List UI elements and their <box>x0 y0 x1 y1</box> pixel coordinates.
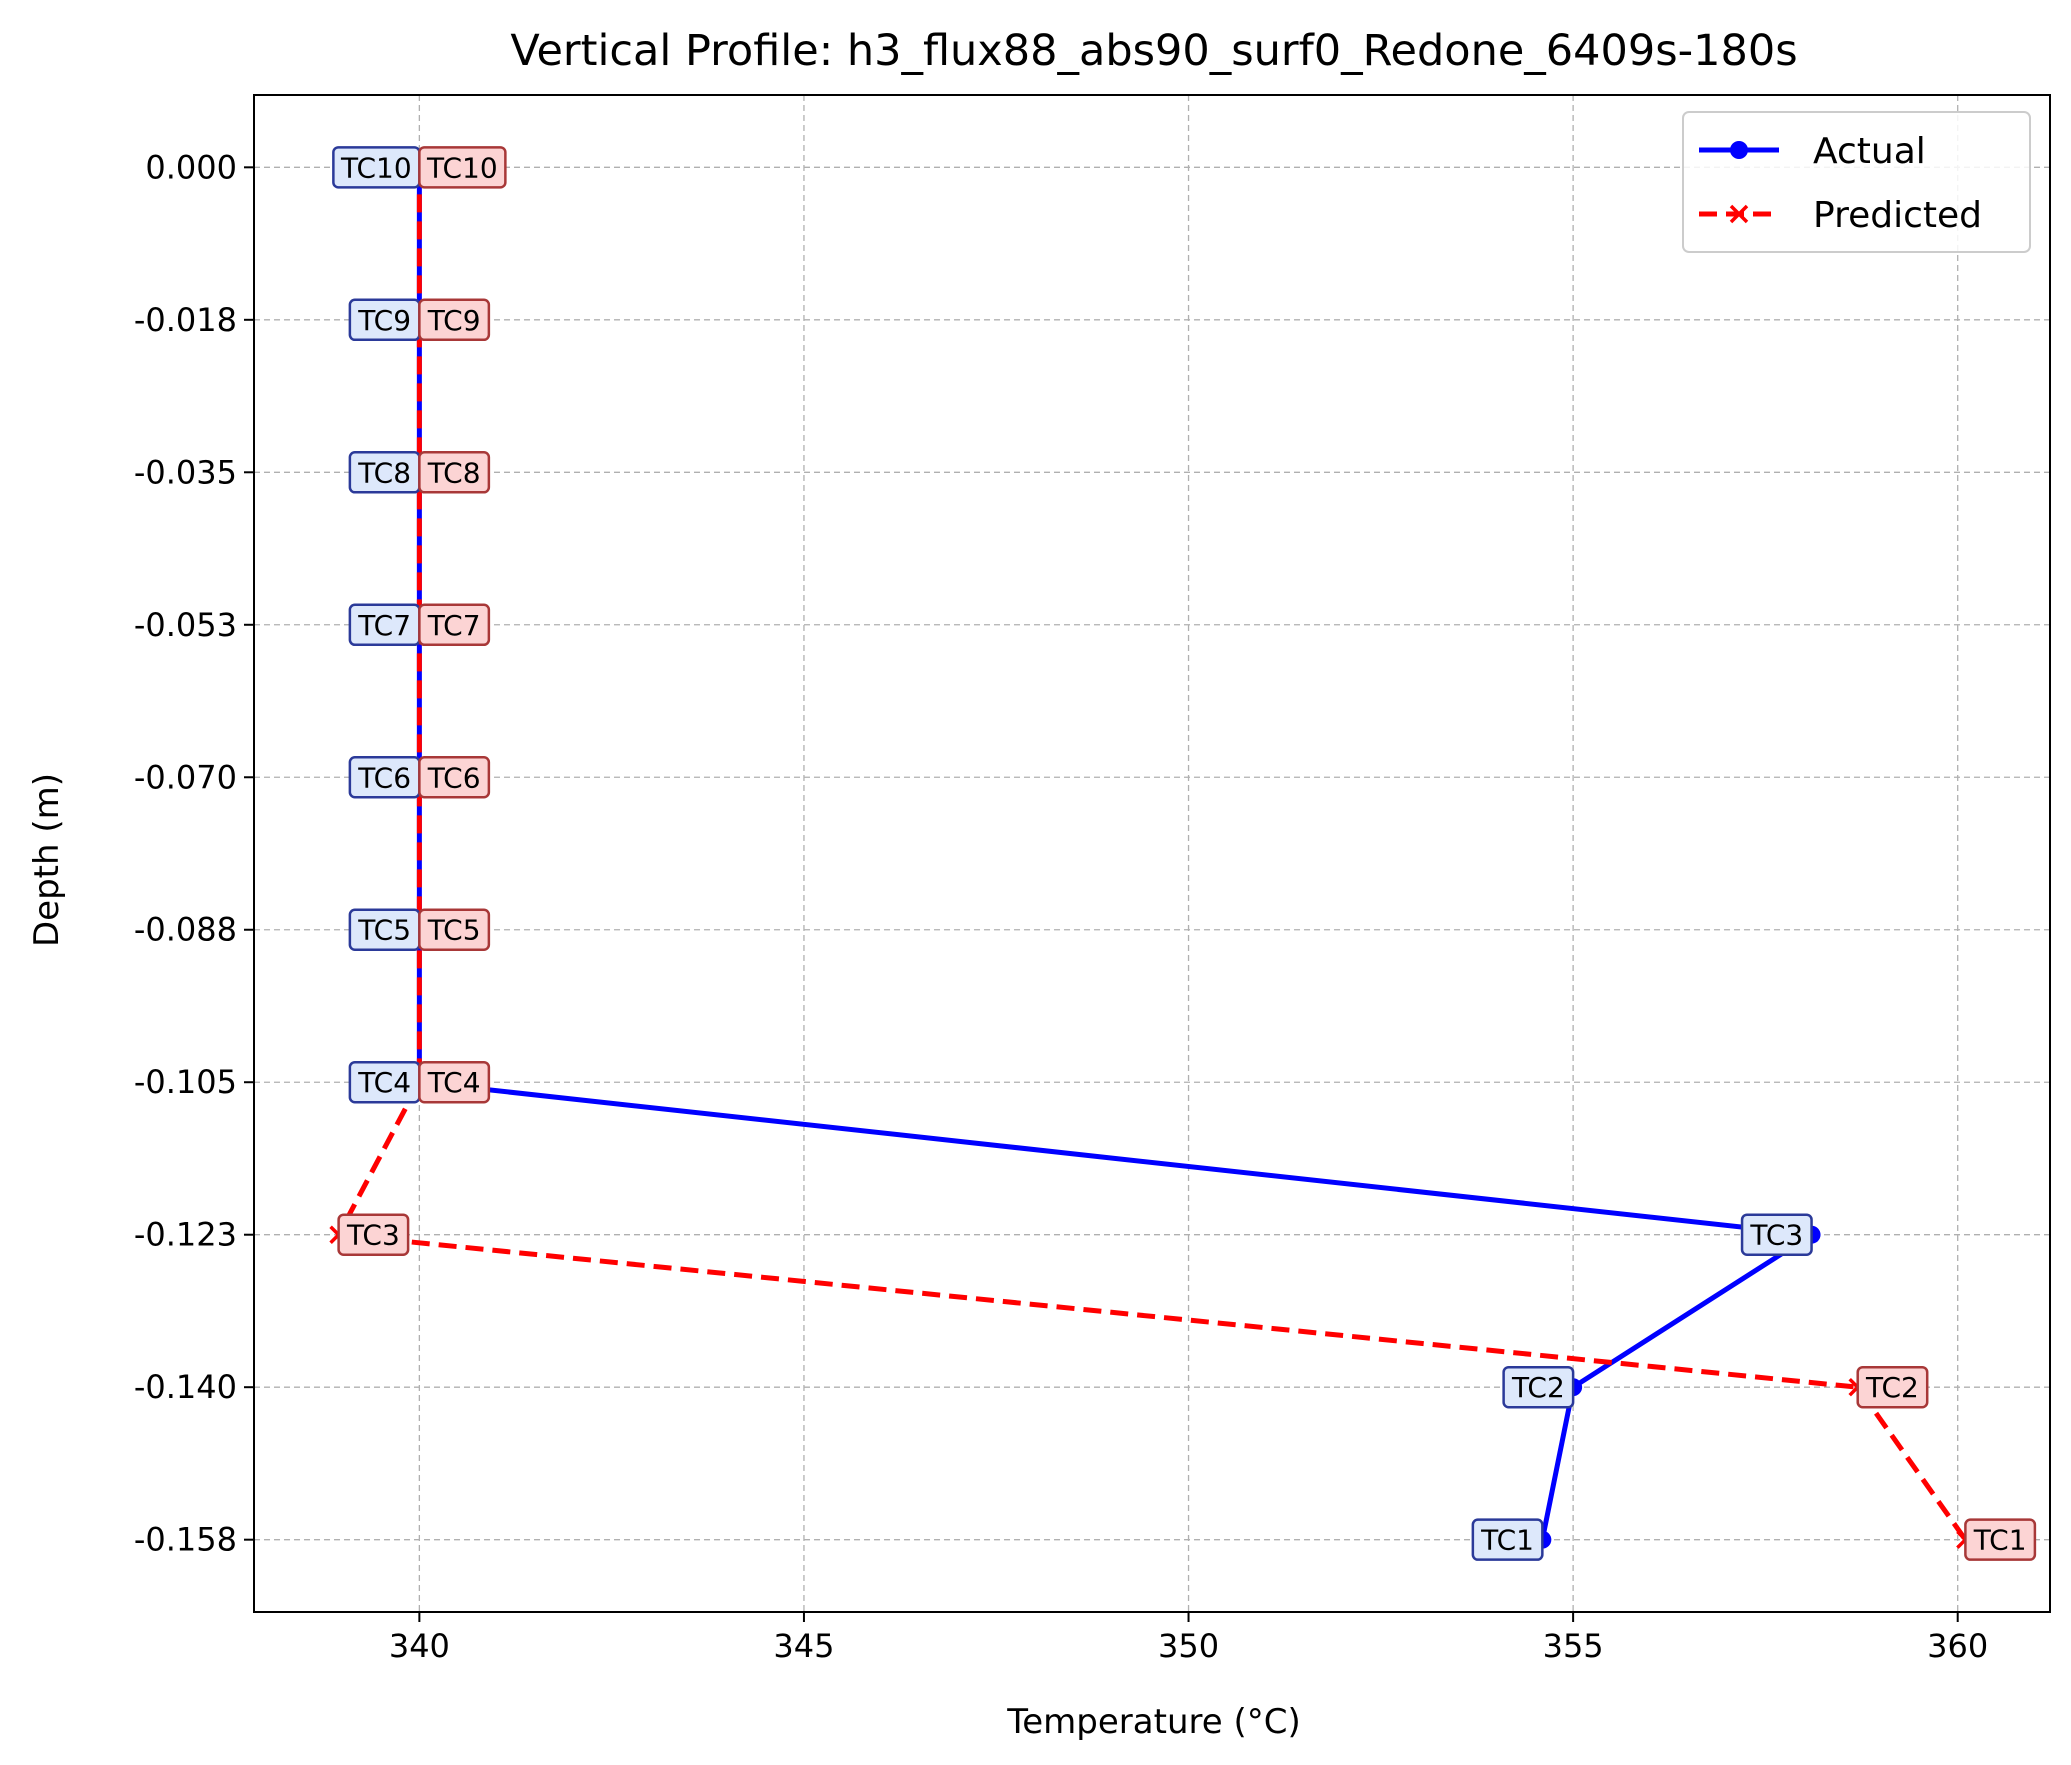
y-tick-label: 0.000 <box>145 148 237 186</box>
y-tick-label: -0.088 <box>134 911 237 949</box>
legend: Actual Predicted <box>1682 111 2031 253</box>
point-label-text: TC4 <box>427 1066 481 1099</box>
legend-marker-predicted <box>1729 204 1749 224</box>
point-label-box <box>418 908 491 951</box>
y-tick-label: -0.105 <box>134 1063 237 1101</box>
point-label-text: TC5 <box>427 914 481 947</box>
point-label-actual-tc5: TC5 <box>348 908 421 951</box>
point-label-box <box>418 756 491 799</box>
legend-label-predicted: Predicted <box>1813 195 1982 236</box>
point-label-actual-tc10: TC10 <box>332 146 421 189</box>
y-tick-label: -0.070 <box>134 758 237 796</box>
legend-frame <box>1682 111 2031 253</box>
series-line-predicted <box>336 167 1968 1542</box>
series-lines <box>336 167 1968 1542</box>
point-label-predicted-tc9: TC9 <box>418 298 491 342</box>
point-label-text: TC6 <box>427 761 481 794</box>
y-axis-ticks: 0.000 -0.018 -0.035 -0.053 -0.070 -0.088 -0.10… <box>134 148 254 1559</box>
point-label-text: TC8 <box>357 456 411 489</box>
point-label-predicted-tc3: TC3 <box>337 1213 410 1256</box>
point-label-actual-tc1: TC1 <box>1471 1518 1544 1561</box>
x-axis-ticks: 340 345 350 355 360 <box>389 1612 1988 1665</box>
point-label-actual-tc2: TC2 <box>1502 1365 1575 1409</box>
point-label-box <box>418 451 491 494</box>
point-label-predicted-tc7: TC7 <box>418 603 491 647</box>
legend-marker-actual <box>1730 141 1748 159</box>
point-labels: TC10 TC9 TC8 TC7 TC6 TC5 TC4 TC3 TC2 TC1 TC10 TC9 TC… <box>332 146 2037 1561</box>
y-tick-label: -0.140 <box>134 1368 237 1406</box>
point-label-text: TC3 <box>1749 1219 1803 1252</box>
plot-frame <box>253 94 2051 1613</box>
y-tick-label: -0.053 <box>134 606 237 644</box>
point-label-box <box>418 298 491 342</box>
point-label-predicted-tc5: TC5 <box>418 908 491 951</box>
point-label-box <box>1471 1518 1544 1561</box>
x-tick-label: 345 <box>773 1627 834 1665</box>
point-label-actual-tc8: TC8 <box>348 451 421 494</box>
legend-label-actual: Actual <box>1813 131 1926 172</box>
chart-title: Vertical Profile: h3_flux88_abs90_surf0_… <box>510 26 1797 76</box>
point-label-box <box>1740 1213 1813 1256</box>
point-label-text: TC9 <box>357 304 411 337</box>
y-axis-label: Depth (m) <box>27 773 67 947</box>
x-tick-label: 350 <box>1158 1627 1219 1665</box>
point-label-box <box>337 1213 410 1256</box>
point-label-text: TC1 <box>1480 1524 1534 1557</box>
point-label-text: TC7 <box>357 609 411 642</box>
point-label-predicted-tc6: TC6 <box>418 756 491 799</box>
point-label-text: TC2 <box>1511 1371 1565 1404</box>
point-label-box <box>418 603 491 647</box>
point-label-text: TC6 <box>357 761 411 794</box>
point-label-predicted-tc10: TC10 <box>418 146 507 189</box>
point-label-box <box>418 1060 491 1104</box>
point-label-predicted-tc4: TC4 <box>418 1060 491 1104</box>
y-tick-label: -0.035 <box>134 453 237 491</box>
point-label-box <box>1964 1518 2037 1561</box>
point-label-actual-tc3: TC3 <box>1740 1213 1813 1256</box>
point-label-text: TC3 <box>346 1219 400 1252</box>
point-label-actual-tc7: TC7 <box>348 603 421 647</box>
point-label-predicted-tc8: TC8 <box>418 451 491 494</box>
point-label-text: TC1 <box>1973 1524 2027 1557</box>
x-axis-label: Temperature (°C) <box>1006 1702 1300 1742</box>
point-label-actual-tc6: TC6 <box>348 756 421 799</box>
y-tick-label: -0.123 <box>134 1216 237 1254</box>
x-tick-label: 355 <box>1543 1627 1604 1665</box>
point-label-text: TC10 <box>340 151 412 184</box>
point-label-text: TC8 <box>427 456 481 489</box>
point-label-predicted-tc1: TC1 <box>1964 1518 2037 1561</box>
point-label-actual-tc4: TC4 <box>348 1060 421 1104</box>
point-label-text: TC10 <box>426 151 498 184</box>
x-tick-label: 340 <box>389 1627 450 1665</box>
point-label-text: TC9 <box>427 304 481 337</box>
point-label-box <box>1502 1365 1575 1409</box>
point-label-actual-tc9: TC9 <box>348 298 421 342</box>
point-label-text: TC2 <box>1865 1371 1919 1404</box>
point-label-box <box>418 146 507 189</box>
point-label-box <box>1856 1365 1929 1409</box>
y-tick-label: -0.158 <box>134 1521 237 1559</box>
x-tick-label: 360 <box>1927 1627 1988 1665</box>
point-label-text: TC4 <box>357 1066 411 1099</box>
point-label-predicted-tc2: TC2 <box>1856 1365 1929 1409</box>
point-label-text: TC7 <box>427 609 481 642</box>
point-label-text: TC5 <box>357 914 411 947</box>
y-tick-label: -0.018 <box>134 301 237 339</box>
